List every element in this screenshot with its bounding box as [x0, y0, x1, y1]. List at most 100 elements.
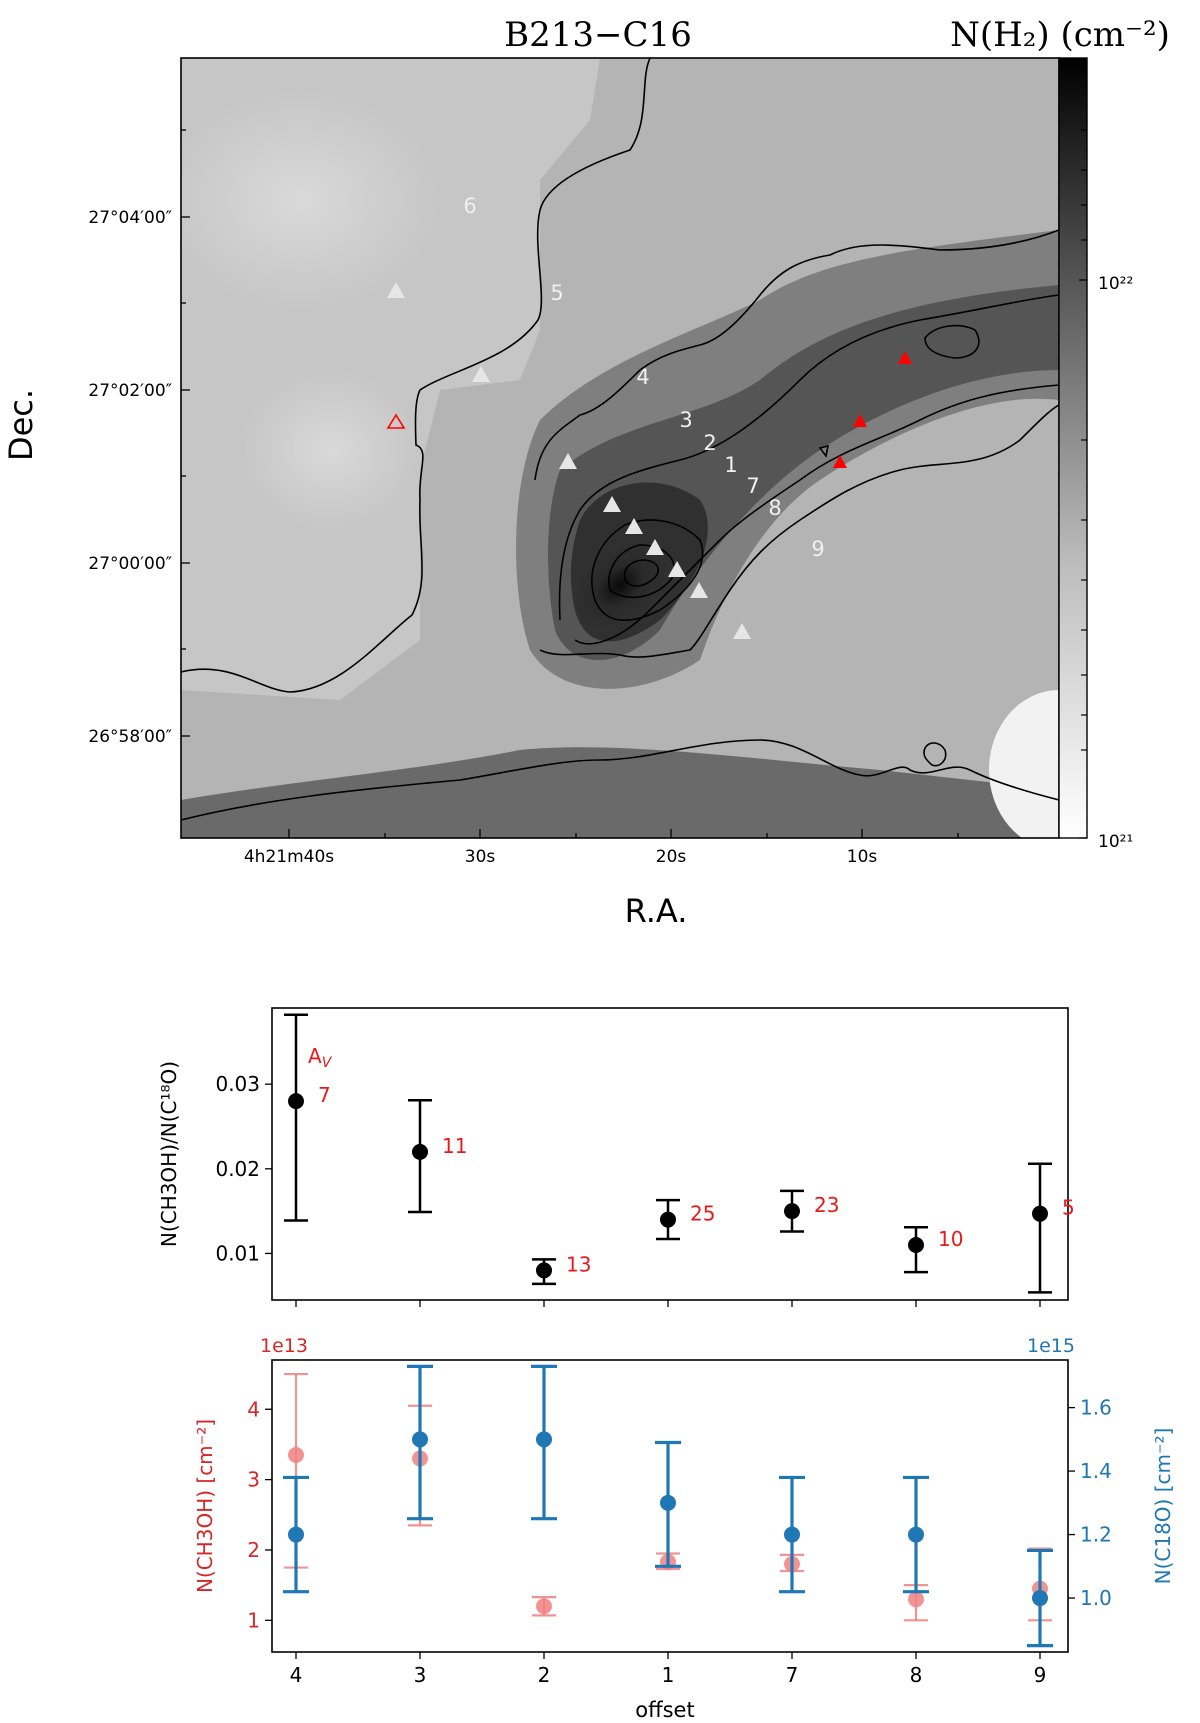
- offset-label: 3: [679, 408, 692, 432]
- c18o-point: [288, 1526, 304, 1543]
- right-y-tick-label: 1.4: [1080, 1459, 1112, 1483]
- column-frame: [271, 1359, 1069, 1653]
- ratio-points: [284, 1013, 1052, 1294]
- offset-tick-label: 1: [662, 1663, 675, 1687]
- right-axis-scale-label: 1e15: [1027, 1335, 1075, 1357]
- left-y-tick-label: 2: [247, 1538, 260, 1562]
- c18o-point: [784, 1526, 800, 1543]
- right-y-axis-label: N(C18O) [cm⁻²]: [1151, 1428, 1175, 1585]
- red-triangle-marker: [833, 455, 847, 468]
- av-annotation: 23: [814, 1193, 839, 1217]
- right-y-tick-label: 1.2: [1080, 1523, 1112, 1547]
- contour-lines: [181, 58, 1059, 821]
- ratio-y-axis-label: N(CH3OH)/N(C¹⁸O): [157, 1061, 181, 1247]
- c18o-points: [283, 1364, 1053, 1648]
- left-y-tick-label: 1: [247, 1608, 260, 1632]
- offset-tick-label: 7: [786, 1663, 799, 1687]
- ratio-y-tick-label: 0.02: [215, 1157, 260, 1181]
- column-density-panel: 1 2 3 4 1.0 1.2 1.4 1.6 4 3 2 1 7 8 9 1e13 1e15 N(CH…: [193, 1335, 1175, 1722]
- ratio-point: [1032, 1205, 1048, 1222]
- offset-label: 4: [636, 365, 649, 389]
- av-annotation: 5: [1062, 1196, 1075, 1220]
- right-y-tick-label: 1.0: [1080, 1586, 1112, 1610]
- c18o-point: [412, 1431, 428, 1448]
- ratio-point: [536, 1262, 552, 1279]
- av-annotation: 25: [690, 1202, 715, 1226]
- x-tick-label: 30s: [465, 847, 496, 867]
- left-axis-scale-label: 1e13: [260, 1335, 308, 1357]
- offset-label: 9: [811, 537, 824, 561]
- ratio-y-ticks: 0.01 0.02 0.03: [215, 1072, 272, 1265]
- offset-tick-label: 3: [414, 1663, 427, 1687]
- offset-tick-label: 2: [538, 1663, 551, 1687]
- ratio-y-tick-label: 0.01: [215, 1241, 260, 1265]
- ratio-point: [784, 1203, 800, 1220]
- map-y-axis-label: Dec.: [2, 389, 40, 461]
- x-tick-label: 10s: [847, 847, 878, 867]
- av-annotation: 7: [318, 1083, 331, 1107]
- c18o-point: [536, 1431, 552, 1448]
- ratio-y-tick-label: 0.03: [215, 1072, 260, 1096]
- x-tick-label: 4h21m40s: [244, 847, 334, 867]
- offset-x-ticks: 4 3 2 1 7 8 9: [290, 1652, 1047, 1687]
- left-y-tick-label: 4: [247, 1397, 260, 1421]
- offset-label: 5: [550, 281, 563, 305]
- c18o-point: [1032, 1590, 1048, 1607]
- ratio-panel: 0.01 0.02 0.03 AV 7 11 13 25 23 10 5 N(CH3OH)/N(C…: [157, 1007, 1075, 1307]
- white-triangle-marker: [387, 282, 405, 298]
- offset-x-axis-label: offset: [635, 1698, 694, 1722]
- map-x-axis-label: R.A.: [625, 892, 688, 930]
- ratio-point: [288, 1093, 304, 1110]
- left-y-axis-label: N(CH3OH) [cm⁻²]: [193, 1419, 217, 1593]
- offset-tick-label: 9: [1034, 1663, 1047, 1687]
- offset-label: 1: [724, 453, 737, 477]
- offset-tick-label: 8: [910, 1663, 923, 1687]
- red-triangle-marker: [853, 414, 867, 427]
- ch3oh-point: [536, 1598, 552, 1615]
- y-tick-label: 26°58′00″: [88, 727, 172, 747]
- av-annotation: 13: [566, 1252, 591, 1276]
- white-triangle-marker: [646, 539, 664, 555]
- column-density-image: 6 5 4 3 2 1 7 8 9: [181, 58, 1059, 838]
- x-tick-label: 20s: [656, 847, 687, 867]
- colorbar-tick-label: 10²²: [1098, 274, 1133, 294]
- av-annotation: 11: [442, 1134, 467, 1158]
- offset-label: 6: [463, 194, 476, 218]
- red-triangle-markers: [386, 351, 912, 468]
- offset-label: 7: [746, 474, 759, 498]
- left-y-ticks: 1 2 3 4: [247, 1397, 272, 1632]
- offset-tick-label: 4: [290, 1663, 303, 1687]
- colorbar-tick-label: 10²¹: [1098, 832, 1133, 852]
- map-title: B213−C16: [504, 15, 692, 55]
- map-panel: B213−C16 N(H₂) (cm⁻²): [2, 15, 1170, 930]
- y-tick-label: 27°02′00″: [88, 381, 172, 401]
- white-triangle-marker: [603, 496, 621, 512]
- white-triangle-markers: [387, 282, 751, 639]
- y-tick-label: 27°04′00″: [88, 208, 172, 228]
- white-triangle-marker: [472, 366, 490, 382]
- ratio-point: [660, 1211, 676, 1228]
- colorbar-label: N(H₂) (cm⁻²): [950, 15, 1170, 55]
- av-annotation: 10: [938, 1227, 963, 1251]
- offset-label: 2: [703, 431, 716, 455]
- offset-labels: 6 5 4 3 2 1 7 8 9: [463, 194, 824, 561]
- ratio-x-ticks: [295, 1300, 1041, 1307]
- av-annotation-title: AV: [308, 1044, 333, 1071]
- right-y-ticks: 1.0 1.2 1.4 1.6: [1068, 1396, 1112, 1610]
- c18o-point: [908, 1526, 924, 1543]
- red-triangle-marker: [898, 351, 912, 364]
- c18o-point: [660, 1494, 676, 1511]
- av-annotations: AV 7 11 13 25 23 10 5: [308, 1044, 1075, 1276]
- ratio-point: [908, 1236, 924, 1253]
- white-triangle-marker: [559, 453, 577, 469]
- white-triangle-marker: [668, 561, 686, 577]
- map-x-tick-labels: 4h21m40s 30s 20s 10s: [244, 847, 878, 867]
- white-triangle-marker: [690, 582, 708, 598]
- ch3oh-point: [908, 1591, 924, 1608]
- ratio-point: [412, 1143, 428, 1160]
- ratio-frame: [271, 1007, 1069, 1301]
- white-triangle-marker: [625, 518, 643, 534]
- colorbar: 10²² 10²¹: [1058, 57, 1133, 852]
- white-triangle-marker: [733, 623, 751, 639]
- left-y-tick-label: 3: [247, 1468, 260, 1492]
